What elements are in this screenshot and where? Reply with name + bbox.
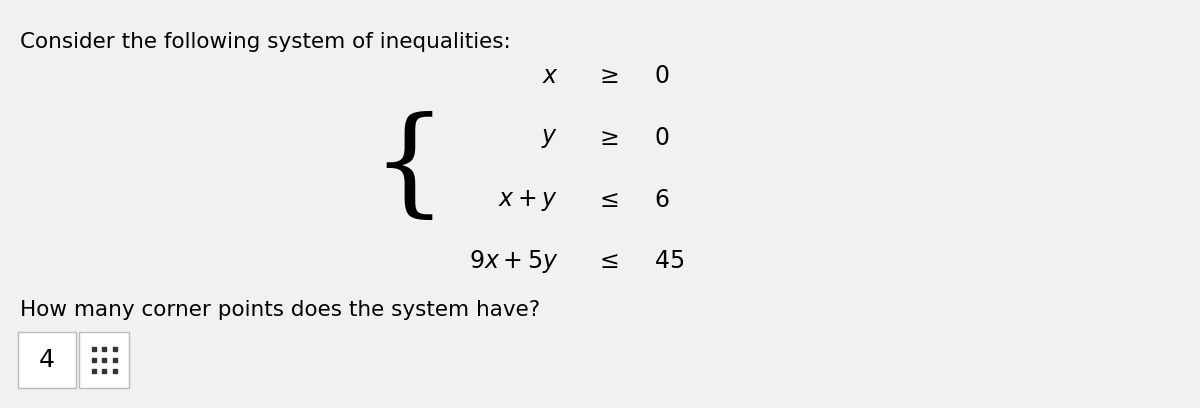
Text: $6$: $6$ — [654, 188, 670, 211]
Text: $9x + 5y$: $9x + 5y$ — [469, 248, 558, 275]
Text: 4: 4 — [40, 348, 55, 372]
Text: ≥: ≥ — [600, 64, 619, 88]
Text: $x + y$: $x + y$ — [498, 188, 558, 213]
Text: $45$: $45$ — [654, 251, 684, 273]
Text: $y$: $y$ — [541, 126, 558, 150]
FancyBboxPatch shape — [79, 332, 130, 388]
Text: {: { — [372, 112, 446, 226]
FancyBboxPatch shape — [18, 332, 76, 388]
Text: ≤: ≤ — [600, 251, 619, 273]
Text: $0$: $0$ — [654, 126, 670, 150]
Text: How many corner points does the system have?: How many corner points does the system h… — [19, 300, 540, 320]
Text: ≥: ≥ — [600, 126, 619, 150]
Text: ≤: ≤ — [600, 188, 619, 211]
Text: $x$: $x$ — [541, 64, 558, 88]
Text: $0$: $0$ — [654, 64, 670, 88]
Text: Consider the following system of inequalities:: Consider the following system of inequal… — [19, 32, 510, 52]
